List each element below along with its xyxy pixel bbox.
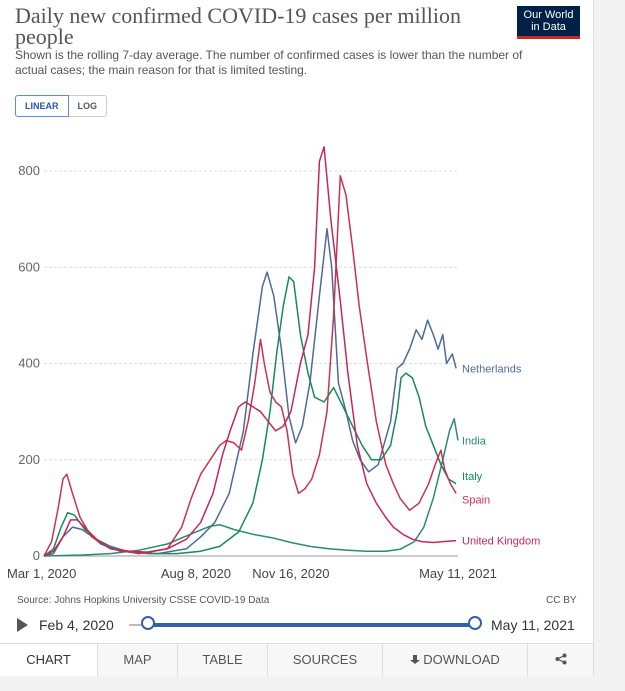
y-tick-label: 0 <box>33 548 40 563</box>
x-tick-label: Mar 1, 2020 <box>7 566 76 581</box>
series-line[interactable] <box>43 228 457 557</box>
logo-line-2: in Data <box>531 21 566 33</box>
log-scale-button[interactable]: LOG <box>68 95 107 117</box>
linear-scale-button[interactable]: LINEAR <box>15 95 69 117</box>
logo-line-1: Our World <box>523 9 574 21</box>
source-note: Source: Johns Hopkins University CSSE CO… <box>17 595 270 606</box>
series-label[interactable]: United Kingdom <box>462 536 540 548</box>
series-label[interactable]: Netherlands <box>462 363 522 375</box>
tab-bar: CHART MAP TABLE SOURCES DOWNLOAD <box>0 643 593 676</box>
series-line[interactable] <box>43 418 459 557</box>
tab-download-label: DOWNLOAD <box>423 652 500 667</box>
series-labels: Netherlands India Italy Spain United Kingdom <box>462 363 540 547</box>
series-label[interactable]: Spain <box>462 494 490 506</box>
x-tick-label: Aug 8, 2020 <box>161 566 231 581</box>
scale-toggle: LINEAR LOG <box>15 95 107 117</box>
timeline-track-lead <box>129 624 149 626</box>
chart-subtitle: Shown is the rolling 7-day average. The … <box>15 48 523 77</box>
chart-title: Daily new confirmed COVID-19 cases per m… <box>15 3 461 49</box>
y-tick-label: 800 <box>18 163 40 178</box>
timeline-end-handle[interactable] <box>468 616 482 630</box>
y-tick-label: 200 <box>18 452 40 467</box>
tab-sources[interactable]: SOURCES <box>268 644 383 676</box>
axis-labels: 0 200 400 600 800 Mar 1, 2020 Aug 8, 2020 Nov 1… <box>7 163 497 581</box>
series-line[interactable] <box>43 276 457 557</box>
play-icon[interactable] <box>17 618 28 632</box>
chart-card: Daily new confirmed COVID-19 cases per m… <box>0 0 594 676</box>
x-tick-label: May 11, 2021 <box>419 566 497 581</box>
x-tick-label: Nov 16, 2020 <box>252 566 329 581</box>
series-line[interactable] <box>43 146 457 557</box>
series-label[interactable]: Italy <box>462 471 483 483</box>
series-lines <box>43 146 459 557</box>
license-link[interactable]: CC BY <box>546 595 577 606</box>
y-tick-label: 600 <box>18 259 40 274</box>
timeline-end-date: May 11, 2021 <box>491 617 575 633</box>
timeline: Feb 4, 2020 May 11, 2021 <box>0 612 593 638</box>
series-line[interactable] <box>43 175 457 557</box>
y-tick-label: 400 <box>18 356 40 371</box>
timeline-start-handle[interactable] <box>141 616 155 630</box>
owid-logo[interactable]: Our World in Data <box>517 6 580 39</box>
share-icon <box>555 653 566 665</box>
tab-map[interactable]: MAP <box>98 644 178 676</box>
series-label[interactable]: India <box>462 436 487 448</box>
line-chart[interactable]: Netherlands India Italy Spain United Kingdom… <box>0 120 593 590</box>
tab-chart[interactable]: CHART <box>0 644 98 676</box>
tab-download[interactable]: DOWNLOAD <box>383 644 528 676</box>
tab-table[interactable]: TABLE <box>178 644 268 676</box>
tab-share[interactable] <box>528 644 593 676</box>
download-icon <box>410 655 421 665</box>
timeline-track[interactable] <box>148 623 475 627</box>
timeline-start-date: Feb 4, 2020 <box>39 617 114 633</box>
